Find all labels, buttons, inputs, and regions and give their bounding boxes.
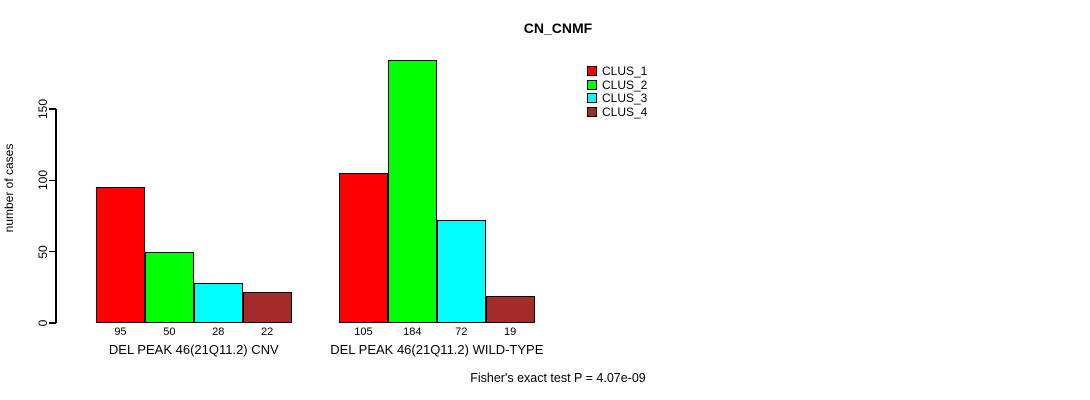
y-axis-tick-label: 50 — [36, 244, 50, 259]
chart-title: CN_CNMF — [523, 20, 593, 36]
bar-clus_1-group2 — [339, 173, 388, 323]
fisher-test-annotation: Fisher's exact test P = 4.07e-09 — [470, 371, 646, 385]
legend-item-clus_3: CLUS_3 — [587, 91, 647, 105]
bar-clus_4-group1 — [242, 291, 292, 323]
y-axis-tick — [49, 179, 56, 182]
legend-label: CLUS_3 — [602, 91, 648, 106]
x-axis-category-label: DEL PEAK 46(21Q11.2) CNV — [108, 342, 279, 357]
legend-label: CLUS_4 — [602, 104, 648, 119]
y-axis-tick-label: 0 — [36, 319, 50, 327]
y-axis-tick — [49, 250, 56, 253]
bar-clus_2-group1 — [144, 251, 194, 323]
bar-value-label: 28 — [212, 326, 225, 338]
y-axis-tick-label: 100 — [36, 170, 50, 191]
legend-item-clus_4: CLUS_4 — [587, 105, 647, 119]
legend: CLUS_1 CLUS_2 CLUS_3 CLUS_4 — [587, 64, 647, 119]
bar-value-label: 22 — [261, 326, 274, 338]
y-axis-line — [55, 108, 57, 323]
bar-clus_4-group2 — [485, 295, 535, 323]
legend-color-swatch — [587, 65, 597, 76]
y-axis-tick — [49, 322, 56, 324]
bar-value-label: 19 — [504, 326, 517, 338]
bar-clus_3-group2 — [436, 220, 486, 323]
legend-label: CLUS_1 — [602, 63, 648, 78]
legend-label: CLUS_2 — [602, 77, 648, 92]
bar-clus_2-group2 — [387, 60, 437, 323]
legend-item-clus_2: CLUS_2 — [587, 78, 647, 92]
bar-value-label: 95 — [114, 326, 127, 338]
y-axis-tick-label: 150 — [36, 98, 50, 119]
bar-value-label: 184 — [403, 326, 422, 338]
x-axis-category-label: DEL PEAK 46(21Q11.2) WILD-TYPE — [330, 342, 544, 357]
bar-value-label: 50 — [163, 326, 176, 338]
bar-value-label: 105 — [354, 326, 373, 338]
bar-clus_1-group1 — [96, 187, 145, 323]
y-axis-tick — [49, 108, 56, 110]
legend-color-swatch — [587, 79, 597, 90]
y-axis-label: number of cases — [2, 143, 16, 233]
bar-value-label: 72 — [455, 326, 468, 338]
legend-color-swatch — [587, 93, 597, 104]
bar-clus_3-group1 — [193, 283, 243, 323]
legend-color-swatch — [587, 106, 597, 117]
legend-item-clus_1: CLUS_1 — [587, 64, 647, 78]
